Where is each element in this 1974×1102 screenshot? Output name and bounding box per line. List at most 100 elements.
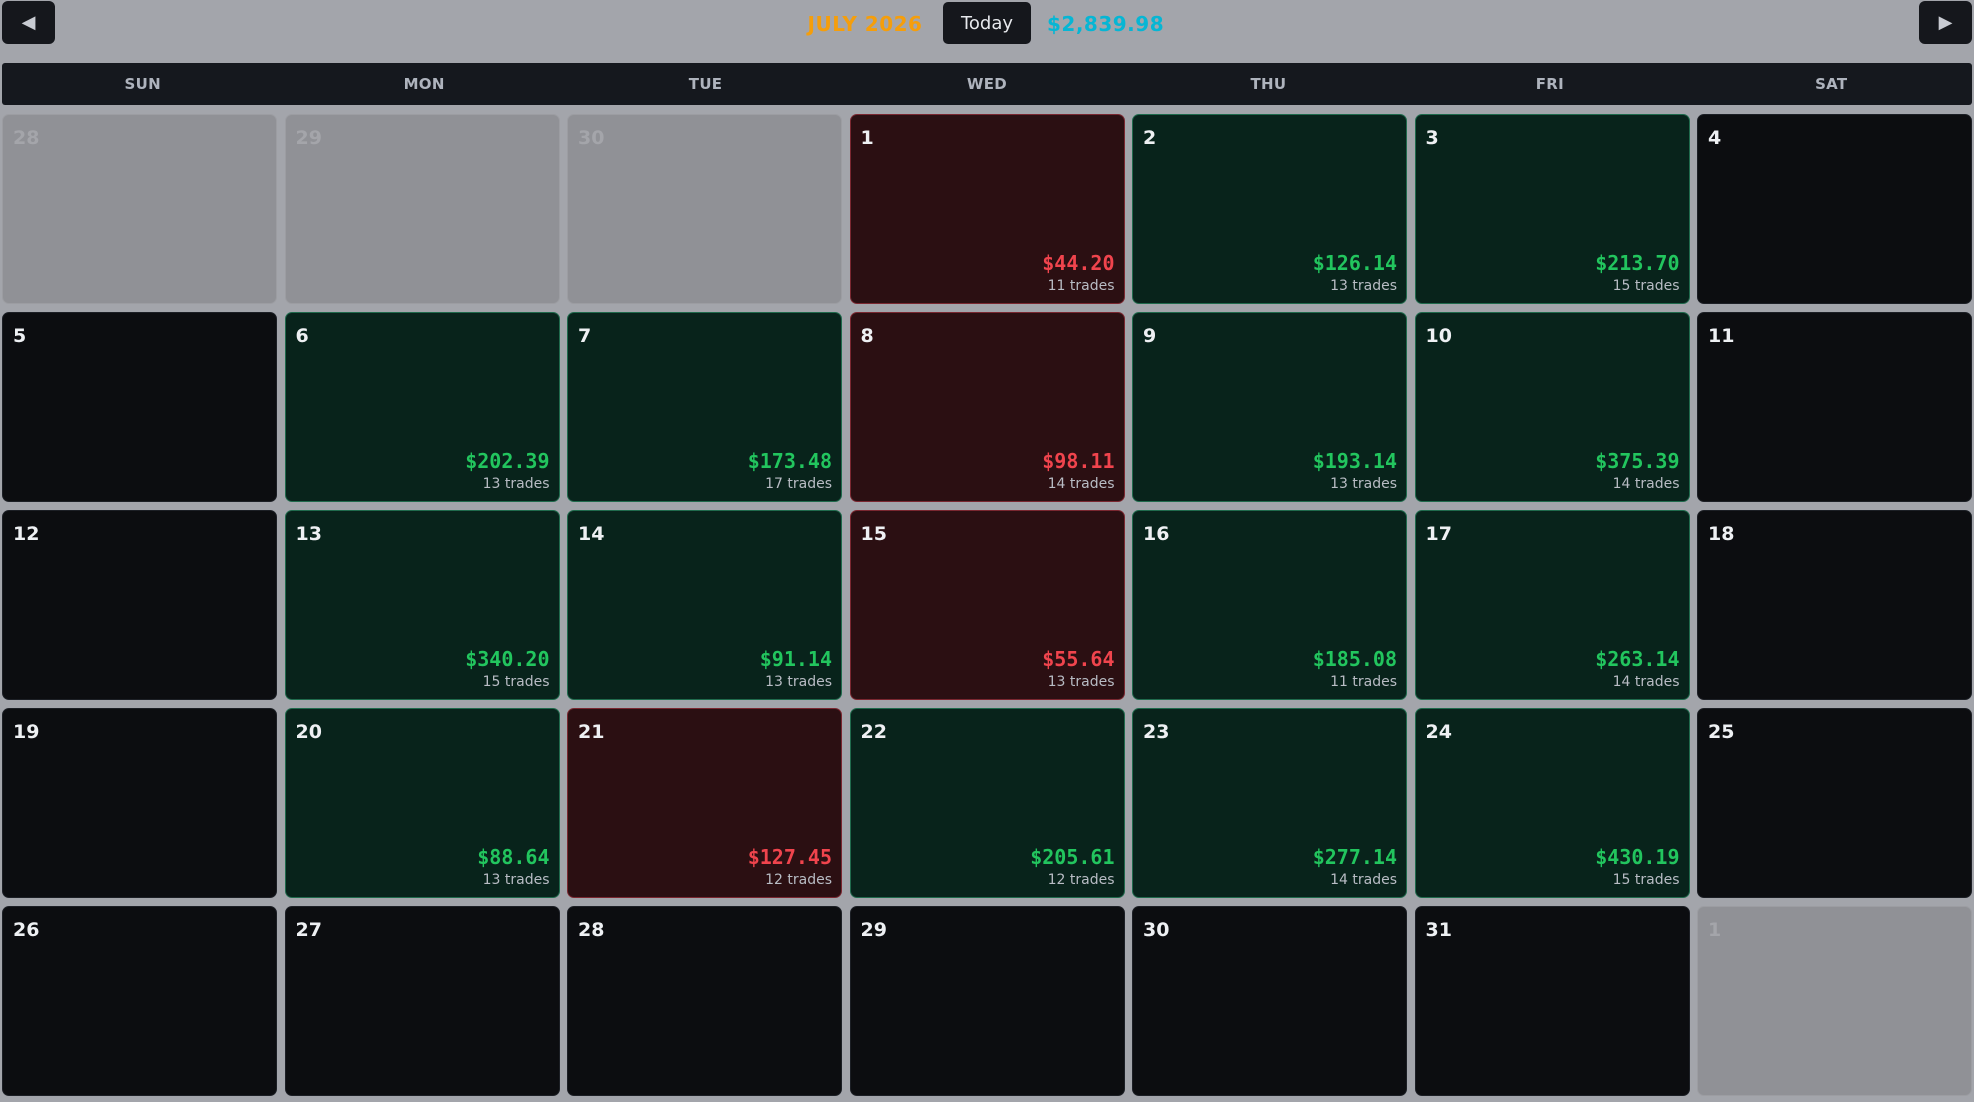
day-number: 3 [1425, 127, 1439, 149]
calendar-day-cell[interactable]: 10 $375.39 14 trades [1414, 312, 1690, 502]
day-trade-count: 14 trades [1330, 872, 1397, 888]
calendar-day-cell[interactable]: 28 [2, 114, 277, 304]
day-number: 9 [1143, 325, 1157, 347]
day-number: 25 [1708, 721, 1735, 743]
calendar-day-cell[interactable]: 31 [1414, 906, 1690, 1096]
day-number: 21 [578, 721, 605, 743]
day-pnl: $91.14 [759, 647, 832, 671]
calendar-day-cell[interactable]: 23 $277.14 14 trades [1132, 708, 1407, 898]
calendar-day-cell[interactable]: 20 $88.64 13 trades [284, 708, 560, 898]
day-pnl: $127.45 [747, 845, 832, 869]
day-number: 20 [295, 721, 322, 743]
day-pnl: $55.64 [1042, 647, 1115, 671]
day-pnl: $340.20 [465, 647, 550, 671]
calendar-day-cell[interactable]: 4 [1697, 114, 1972, 304]
day-pnl: $430.19 [1595, 845, 1680, 869]
calendar-day-cell[interactable]: 1 $44.20 11 trades [849, 114, 1125, 304]
day-pnl: $185.08 [1312, 647, 1397, 671]
day-trade-count: 13 trades [482, 872, 550, 888]
day-trade-count: 11 trades [1330, 674, 1397, 690]
day-trade-count: 13 trades [1330, 476, 1397, 492]
calendar-day-cell[interactable]: 2 $126.14 13 trades [1132, 114, 1407, 304]
day-trade-count: 15 trades [482, 674, 550, 690]
calendar-day-cell[interactable]: 12 [2, 510, 277, 700]
weekday-label: WED [966, 75, 1008, 93]
calendar-day-cell[interactable]: 22 $205.61 12 trades [849, 708, 1125, 898]
day-trade-count: 13 trades [482, 476, 550, 492]
calendar-day-cell[interactable]: 15 $55.64 13 trades [849, 510, 1125, 700]
day-number: 26 [13, 919, 40, 941]
day-pnl: $173.48 [747, 449, 832, 473]
calendar-day-cell[interactable]: 29 [284, 114, 560, 304]
day-number: 7 [578, 325, 592, 347]
calendar-day-cell[interactable]: 1 [1697, 906, 1972, 1096]
day-number: 8 [860, 325, 874, 347]
calendar-day-cell[interactable]: 21 $127.45 12 trades [567, 708, 842, 898]
day-number: 15 [860, 523, 887, 545]
calendar-day-cell[interactable]: 24 $430.19 15 trades [1414, 708, 1690, 898]
day-number: 24 [1425, 721, 1452, 743]
calendar-day-cell[interactable]: 7 $173.48 17 trades [567, 312, 842, 502]
day-number: 4 [1708, 127, 1722, 149]
calendar-day-cell[interactable]: 30 [1132, 906, 1407, 1096]
day-trade-count: 14 trades [1047, 476, 1115, 492]
day-number: 31 [1425, 919, 1452, 941]
calendar-day-cell[interactable]: 5 [2, 312, 277, 502]
weekday-label: SAT [1815, 75, 1848, 93]
day-number: 14 [578, 523, 605, 545]
day-pnl: $205.61 [1030, 845, 1115, 869]
calendar-header: ◀ JULY 2026 Today $2,839.98 ▶ [0, 0, 1974, 52]
calendar-day-cell[interactable]: 25 [1697, 708, 1972, 898]
day-number: 29 [295, 127, 322, 149]
calendar-day-cell[interactable]: 18 [1697, 510, 1972, 700]
day-number: 1 [1708, 919, 1722, 941]
day-pnl: $277.14 [1312, 845, 1397, 869]
day-pnl: $98.11 [1042, 449, 1115, 473]
day-number: 19 [13, 721, 40, 743]
day-number: 1 [860, 127, 874, 149]
month-title: JULY 2026 [807, 12, 923, 36]
calendar-day-cell[interactable]: 9 $193.14 13 trades [1132, 312, 1407, 502]
weekday-label: MON [403, 75, 445, 93]
day-pnl: $44.20 [1042, 251, 1115, 275]
day-trade-count: 17 trades [765, 476, 832, 492]
day-number: 13 [295, 523, 322, 545]
day-number: 28 [578, 919, 605, 941]
day-number: 30 [1143, 919, 1170, 941]
calendar-day-cell[interactable]: 11 [1697, 312, 1972, 502]
month-total-pnl: $2,839.98 [1047, 12, 1165, 36]
day-number: 18 [1708, 523, 1735, 545]
today-button[interactable]: Today [943, 2, 1031, 44]
day-number: 23 [1143, 721, 1170, 743]
day-pnl: $193.14 [1312, 449, 1397, 473]
calendar-day-cell[interactable]: 27 [284, 906, 560, 1096]
day-number: 22 [860, 721, 887, 743]
day-number: 29 [860, 919, 887, 941]
calendar-day-cell[interactable]: 6 $202.39 13 trades [284, 312, 560, 502]
calendar-day-cell[interactable]: 8 $98.11 14 trades [849, 312, 1125, 502]
calendar-day-cell[interactable]: 28 [567, 906, 842, 1096]
previous-month-button[interactable]: ◀ [2, 1, 55, 44]
day-number: 28 [13, 127, 40, 149]
day-trade-count: 12 trades [765, 872, 832, 888]
day-number: 27 [295, 919, 322, 941]
calendar-day-cell[interactable]: 19 [2, 708, 277, 898]
day-number: 2 [1143, 127, 1157, 149]
day-number: 30 [578, 127, 605, 149]
calendar-grid: 28 29 30 1 $44.20 11 trades 2 $126.14 13 trades 3… [2, 114, 1972, 1100]
calendar-day-cell[interactable]: 13 $340.20 15 trades [284, 510, 560, 700]
calendar-day-cell[interactable]: 17 $263.14 14 trades [1414, 510, 1690, 700]
calendar-day-cell[interactable]: 29 [849, 906, 1125, 1096]
day-trade-count: 12 trades [1047, 872, 1115, 888]
weekday-header: SUN MON TUE WED THU FRI SAT [2, 63, 1972, 105]
calendar-day-cell[interactable]: 3 $213.70 15 trades [1414, 114, 1690, 304]
next-month-button[interactable]: ▶ [1919, 1, 1972, 44]
calendar-day-cell[interactable]: 30 [567, 114, 842, 304]
calendar-day-cell[interactable]: 16 $185.08 11 trades [1132, 510, 1407, 700]
weekday-label: TUE [688, 75, 723, 93]
day-number: 6 [295, 325, 309, 347]
calendar-day-cell[interactable]: 14 $91.14 13 trades [567, 510, 842, 700]
calendar-day-cell[interactable]: 26 [2, 906, 277, 1096]
chevron-right-icon: ▶ [1938, 12, 1953, 33]
